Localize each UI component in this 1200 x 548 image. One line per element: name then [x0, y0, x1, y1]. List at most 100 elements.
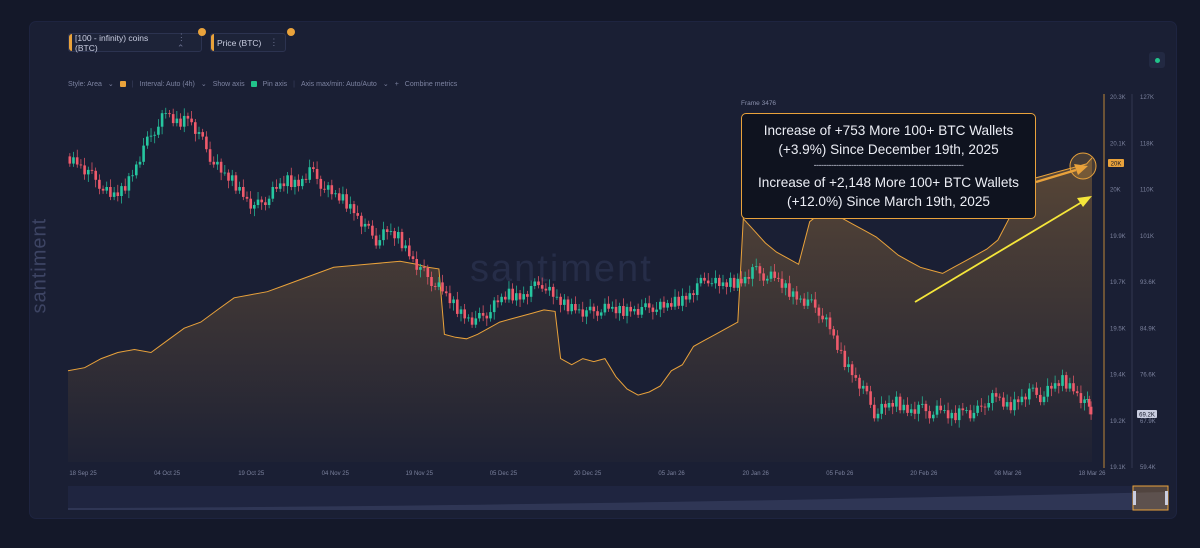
candle-body — [652, 308, 655, 312]
candle-body — [238, 187, 241, 191]
candle-body — [928, 411, 931, 418]
y-left-tick-label: 19.5K — [1110, 326, 1126, 332]
candle-body — [342, 194, 345, 200]
candle-body — [707, 281, 710, 284]
y-left-tick-label: 20.3K — [1110, 95, 1126, 101]
candle-body — [1050, 386, 1053, 389]
candle-body — [951, 413, 954, 418]
candle-body — [570, 304, 573, 311]
candle-body — [936, 406, 939, 415]
candle-body — [718, 278, 721, 286]
candle-body — [777, 278, 780, 279]
candle-body — [596, 311, 599, 316]
candle-body — [552, 287, 555, 297]
candle-body — [511, 289, 514, 301]
candle-body — [120, 186, 123, 196]
y-left-tick-label: 19.4K — [1110, 373, 1126, 379]
candle-body — [69, 156, 72, 163]
candle-body — [419, 267, 422, 270]
candle-body — [105, 187, 108, 191]
candle-body — [72, 157, 75, 163]
candle-body — [172, 114, 175, 123]
candle-body — [814, 300, 817, 308]
candle-body — [939, 406, 942, 411]
candle-body — [412, 256, 415, 259]
candle-body — [1043, 397, 1046, 402]
candle-body — [1072, 383, 1075, 391]
candle-body — [858, 378, 861, 389]
candle-body — [128, 176, 131, 190]
candle-body — [504, 297, 507, 300]
candle-body — [415, 259, 418, 270]
candle-body — [131, 175, 134, 176]
candle-body — [1046, 386, 1049, 397]
annotation-divider: ----------------------------------------… — [748, 161, 1029, 170]
candle-body — [334, 193, 337, 194]
x-tick-label: 19 Nov 25 — [406, 471, 434, 477]
candle-body — [703, 278, 706, 281]
candle-body — [397, 232, 400, 238]
candle-body — [493, 300, 496, 312]
candle-body — [364, 224, 367, 227]
candle-body — [965, 410, 968, 411]
candle-body — [150, 136, 153, 137]
candle-body — [320, 179, 323, 189]
candle-body — [626, 307, 629, 316]
candle-body — [873, 405, 876, 419]
candle-body — [260, 200, 263, 203]
x-tick-label: 04 Nov 25 — [322, 471, 350, 477]
candle-body — [1002, 398, 1005, 407]
candle-body — [135, 165, 138, 176]
candle-body — [153, 135, 156, 136]
candle-body — [486, 316, 489, 319]
candle-body — [272, 187, 275, 199]
candle-body — [475, 318, 478, 324]
candle-body — [522, 294, 525, 299]
candle-body — [976, 406, 979, 413]
candle-body — [83, 165, 86, 174]
y-right-tick-label: 93.6K — [1140, 280, 1156, 286]
candle-body — [430, 277, 433, 286]
candle-body — [847, 364, 850, 367]
candle-body — [921, 404, 924, 405]
candle-body — [1065, 375, 1068, 389]
candle-body — [257, 200, 260, 205]
candle-body — [744, 277, 747, 283]
candle-body — [844, 351, 847, 367]
candle-body — [943, 410, 946, 411]
candle-body — [1021, 397, 1024, 402]
candle-body — [227, 173, 230, 181]
candle-body — [279, 183, 282, 188]
candle-body — [367, 224, 370, 226]
candle-body — [231, 175, 234, 180]
candle-body — [582, 309, 585, 316]
candle-body — [275, 187, 278, 189]
candle-body — [840, 350, 843, 351]
candle-body — [773, 272, 776, 278]
candle-body — [102, 189, 105, 191]
candle-body — [360, 216, 363, 227]
candle-body — [895, 397, 898, 407]
candle-body — [884, 404, 887, 408]
candle-body — [899, 397, 902, 411]
candle-body — [980, 406, 983, 407]
annotation-box: Increase of +753 More 100+ BTC Wallets (… — [741, 113, 1036, 219]
candle-body — [1035, 388, 1038, 395]
candle-body — [604, 304, 607, 313]
candle-body — [644, 303, 647, 307]
candle-body — [947, 410, 950, 418]
candle-body — [685, 296, 688, 300]
candle-body — [87, 170, 90, 175]
candle-body — [829, 318, 832, 330]
candle-body — [404, 246, 407, 249]
candle-body — [497, 300, 500, 302]
candle-body — [460, 309, 463, 314]
candle-body — [1032, 388, 1035, 389]
y-left-tick-label: 20K — [1110, 188, 1121, 194]
candle-body — [519, 293, 522, 299]
candle-body — [788, 283, 791, 297]
candle-body — [880, 404, 883, 414]
candle-body — [869, 391, 872, 405]
candle-body — [556, 297, 559, 298]
navigator-window — [1133, 486, 1168, 510]
